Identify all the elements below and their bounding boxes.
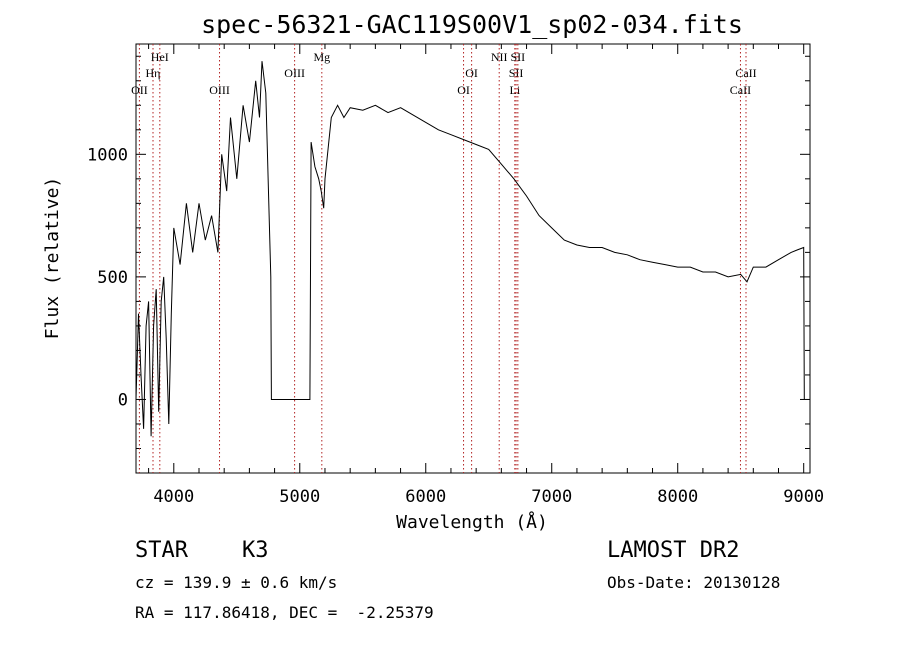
subclass-label: K3 [242,538,269,563]
y-tick-label: 500 [97,268,128,288]
spectral-line-label: CaII [735,66,756,80]
spectral-line-label: Mg [313,50,330,64]
y-tick-label: 1000 [87,145,128,165]
survey-label: LAMOST DR2 [607,538,740,563]
redshift-readout: cz = 139.9 ± 0.6 km/s [135,573,338,592]
spectral-line-label: OIII [284,66,305,80]
y-axis-label: Flux (relative) [42,177,63,340]
spectral-line-label: OII [131,83,148,97]
spectral-line-label: OI [457,83,470,97]
spectral-line-label: SII [509,66,524,80]
spectral-line-label: NII [491,50,508,64]
x-tick-label: 9000 [783,487,824,507]
spectral-line-label: OI [465,66,478,80]
spectrum-series-line [135,61,805,437]
class-label: STAR [135,538,188,563]
axis-ticks: 4000 5000 6000 7000 8000 9000 0 500 1000 [87,44,824,507]
x-tick-label: 8000 [657,487,698,507]
x-tick-label: 6000 [405,487,446,507]
coordinates-readout: RA = 117.86418, DEC = -2.25379 [135,603,434,622]
chart-title: spec-56321-GAC119S00V1_sp02-034.fits [201,10,743,39]
plot-frame [135,43,811,474]
spectral-line-label: HeI [151,50,169,64]
spectral-line-label: CaII [730,83,751,97]
spectral-line-label: Hη [146,66,161,80]
observation-date: Obs-Date: 20130128 [607,573,781,592]
spectral-line-markers: OII Hη HeI OIII OIII Mg OI OI NII Li SII SII CaII CaI… [131,44,757,473]
spectral-line-label: Li [509,83,520,97]
spectral-line-label: OIII [209,83,230,97]
spectral-line-label: SII [511,50,526,64]
x-tick-label: 7000 [531,487,572,507]
x-axis-label: Wavelength (Å) [396,511,548,533]
x-tick-label: 4000 [153,487,194,507]
x-tick-label: 5000 [279,487,320,507]
y-tick-label: 0 [118,390,128,410]
